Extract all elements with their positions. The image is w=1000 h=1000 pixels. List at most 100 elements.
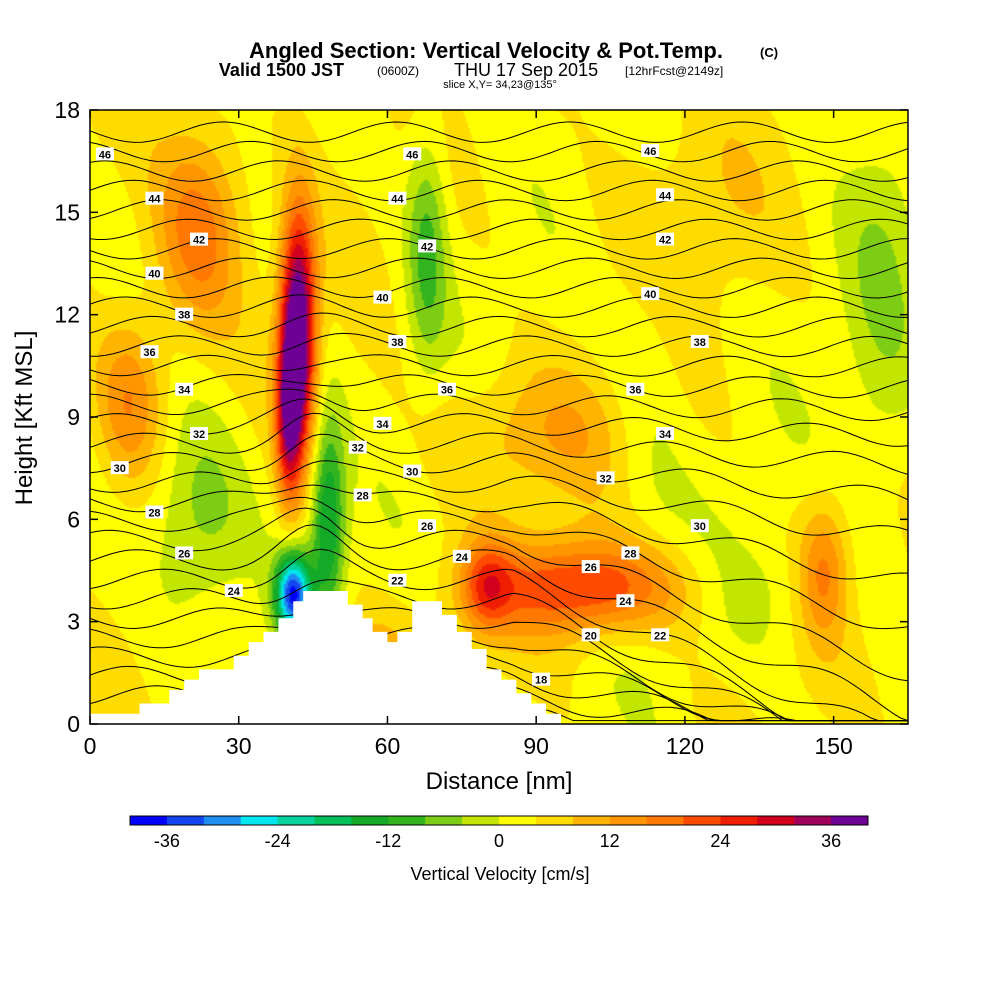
contour-label: 24 <box>224 583 243 598</box>
contour-label: 26 <box>175 546 194 560</box>
contour-label: 32 <box>596 471 615 485</box>
colorbar-tick-label: 0 <box>494 831 504 851</box>
contour-label: 30 <box>110 461 129 475</box>
contour-label: 46 <box>641 143 660 158</box>
svg-text:32: 32 <box>599 473 611 485</box>
contour-label: 42 <box>656 232 675 247</box>
contour-label: 40 <box>145 266 164 281</box>
theta-contour-line <box>90 332 908 358</box>
colorbar-swatch <box>683 816 721 825</box>
colorbar-label: Vertical Velocity [cm/s] <box>410 864 589 884</box>
svg-text:26: 26 <box>178 548 190 560</box>
theta-contour-line <box>90 507 908 682</box>
contour-label: 18 <box>532 672 551 687</box>
x-tick-label: 150 <box>814 733 852 759</box>
svg-text:36: 36 <box>441 385 453 397</box>
theta-contour-line <box>90 433 908 501</box>
colorbar-swatch <box>535 816 574 825</box>
contour-label: 22 <box>651 628 670 642</box>
svg-text:22: 22 <box>654 630 666 642</box>
contour-label: 36 <box>437 382 456 397</box>
y-tick-label: 6 <box>67 506 80 532</box>
contour-label: 36 <box>140 345 159 359</box>
theta-contour-line <box>90 121 908 143</box>
contour-label: 26 <box>418 519 437 533</box>
contour-label: 44 <box>388 191 407 206</box>
y-axis-label: Height [Kft MSL] <box>11 331 38 506</box>
colorbar-swatch <box>130 816 168 825</box>
colorbar-swatch <box>277 816 315 825</box>
vertical-velocity-field <box>90 110 908 724</box>
subtitle-zulu: (0600Z) <box>377 64 419 78</box>
x-axis: 0 30 60 90 120 150 <box>84 110 853 759</box>
x-tick-label: 0 <box>84 733 97 759</box>
contour-label: 40 <box>641 287 660 301</box>
svg-text:34: 34 <box>659 429 672 441</box>
contour-label: 42 <box>190 232 209 247</box>
contour-label: 42 <box>418 239 437 253</box>
svg-text:24: 24 <box>456 552 469 564</box>
y-tick-label: 18 <box>54 97 80 123</box>
svg-text:28: 28 <box>624 548 636 560</box>
chart-title-unit: (C) <box>760 45 778 60</box>
chart-subtitle: Valid 1500 JST (0600Z) THU 17 Sep 2015 [… <box>219 60 723 80</box>
colorbar-swatch <box>499 816 537 825</box>
colorbar-swatch <box>646 816 684 825</box>
svg-text:26: 26 <box>585 562 597 574</box>
svg-text:24: 24 <box>228 586 241 598</box>
svg-text:42: 42 <box>659 235 671 247</box>
svg-text:40: 40 <box>148 269 160 281</box>
colorbar-tick-label: 12 <box>600 831 620 851</box>
svg-text:42: 42 <box>193 235 205 247</box>
contour-label: 26 <box>581 560 600 574</box>
colorbar-swatch <box>462 816 500 825</box>
contour-label: 46 <box>95 147 114 161</box>
svg-text:38: 38 <box>391 337 403 349</box>
svg-text:28: 28 <box>148 508 160 520</box>
contour-label: 20 <box>581 628 600 642</box>
contour-label: 38 <box>175 307 194 322</box>
theta-contour-line <box>90 218 908 241</box>
y-tick-label: 15 <box>54 199 80 225</box>
chart-title: Angled Section: Vertical Velocity & Pot.… <box>249 38 723 63</box>
colorbar-swatch <box>314 816 352 825</box>
svg-text:32: 32 <box>352 443 364 455</box>
theta-contour-line <box>90 484 908 580</box>
svg-text:44: 44 <box>659 190 672 202</box>
theta-contour-line <box>90 388 908 422</box>
theta-contour-line <box>90 524 908 722</box>
contour-label: 34 <box>175 382 194 397</box>
contour-label: 36 <box>626 382 645 397</box>
colorbar-swatch <box>351 816 389 825</box>
colorbar-swatch <box>831 816 869 825</box>
colorbar-tick-label: -36 <box>154 831 180 851</box>
contour-label: 32 <box>348 440 367 455</box>
svg-text:36: 36 <box>143 347 155 359</box>
theta-contour-line <box>90 607 908 722</box>
x-axis-label: Distance [nm] <box>426 768 573 795</box>
theta-contour-line <box>90 640 908 722</box>
theta-contour-line <box>90 140 908 163</box>
contour-label: 28 <box>621 546 640 560</box>
contour-label: 44 <box>145 191 164 206</box>
y-tick-label: 9 <box>67 404 80 430</box>
colorbar-swatch <box>794 816 832 825</box>
theta-contour-line <box>90 354 908 378</box>
theta-contour-line <box>90 460 908 536</box>
colorbar: -36 -24 -12 0 12 24 36 <box>129 815 869 851</box>
colorbar-swatch <box>609 816 648 825</box>
svg-text:30: 30 <box>114 463 126 475</box>
contour-label: 32 <box>190 427 209 441</box>
x-tick-label: 30 <box>226 733 252 759</box>
colorbar-frame <box>129 815 869 826</box>
colorbar-swatch <box>425 816 463 825</box>
x-tick-label: 120 <box>666 733 704 759</box>
colorbar-tick-label: 36 <box>821 831 841 851</box>
y-tick-label: 0 <box>67 711 80 737</box>
colorbar-tick-label: -24 <box>265 831 291 851</box>
colorbar-swatch <box>203 816 242 825</box>
contour-label: 38 <box>388 334 407 349</box>
svg-text:46: 46 <box>644 146 656 158</box>
